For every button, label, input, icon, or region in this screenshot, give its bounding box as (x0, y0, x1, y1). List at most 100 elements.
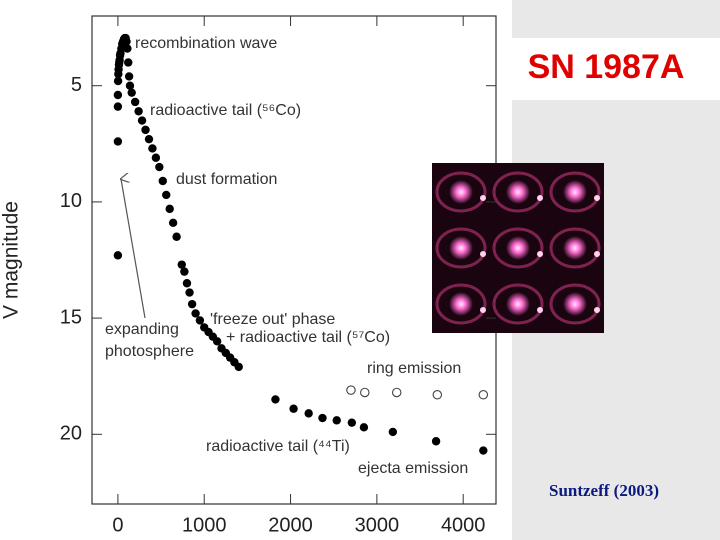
star (537, 251, 543, 257)
ring (492, 171, 544, 213)
data-point (347, 418, 357, 427)
core (506, 236, 530, 260)
data-point (185, 288, 194, 297)
data-point (479, 446, 488, 455)
data-point (122, 37, 131, 46)
annotation: expanding (105, 321, 179, 338)
data-point (123, 44, 132, 53)
data-point (130, 97, 140, 107)
star (594, 195, 600, 201)
y-tick-label: 20 (60, 423, 82, 445)
y-tick-label: 15 (60, 306, 82, 328)
data-point (165, 204, 174, 214)
ring (435, 283, 487, 325)
x-tick-label: 4000 (441, 514, 486, 536)
star (537, 307, 543, 313)
annotation: + radioactive tail (⁵⁷Co) (226, 329, 390, 346)
data-point (212, 337, 222, 346)
data-point (168, 218, 178, 228)
star (480, 307, 486, 313)
star (537, 195, 543, 201)
data-point (289, 404, 298, 413)
core (506, 292, 530, 316)
data-point (124, 58, 133, 67)
ring (549, 171, 601, 213)
core (449, 236, 473, 260)
data-point (155, 162, 164, 172)
data-point (134, 107, 143, 116)
annotation: dust formation (176, 171, 277, 188)
data-point (124, 72, 134, 81)
ring (435, 227, 487, 269)
sn-image (432, 163, 604, 333)
annotation: 'freeze out' phase (210, 311, 335, 328)
ring (492, 283, 544, 325)
data-point (113, 90, 123, 100)
ring (549, 283, 601, 325)
core (563, 180, 587, 204)
star (594, 307, 600, 313)
ring (435, 171, 487, 213)
core (506, 180, 530, 204)
y-tick-label: 5 (71, 74, 82, 96)
data-point (304, 409, 313, 418)
data-point (431, 437, 441, 446)
data-point (360, 387, 370, 398)
data-point (388, 427, 398, 437)
core (449, 292, 473, 316)
ring (549, 227, 601, 269)
y-tick-label: 10 (60, 190, 82, 212)
arrow (121, 179, 146, 319)
data-point (271, 395, 280, 404)
data-point (432, 390, 443, 400)
star (480, 195, 486, 201)
data-point (113, 251, 123, 260)
credit: Suntzeff (2003) (549, 481, 659, 500)
data-point (177, 260, 186, 269)
core (563, 236, 587, 260)
data-point (137, 116, 147, 125)
x-tick-label: 3000 (355, 514, 400, 536)
data-point (346, 385, 356, 395)
annotation: recombination wave (135, 35, 277, 52)
data-point (180, 267, 189, 276)
annotation: radioactive tail (⁵⁶Co) (150, 102, 301, 119)
data-point (191, 309, 200, 318)
data-point (158, 176, 167, 186)
title-box (512, 38, 720, 100)
ring (492, 227, 544, 269)
x-tick-label: 0 (112, 514, 123, 536)
data-point (141, 125, 150, 135)
annotation: photosphere (105, 343, 194, 360)
x-tick-label: 2000 (268, 514, 313, 536)
data-point (113, 137, 123, 146)
x-tick-label: 1000 (182, 514, 227, 536)
data-point (151, 153, 161, 162)
data-point (125, 81, 135, 90)
y-axis-label: V magnitude (0, 201, 23, 319)
core (563, 292, 587, 316)
data-point (113, 102, 123, 111)
data-point (359, 423, 369, 432)
data-point (148, 144, 157, 153)
data-point (318, 413, 327, 423)
star (594, 251, 600, 257)
data-point (144, 134, 154, 144)
data-point (113, 76, 123, 86)
data-point (234, 362, 243, 372)
star (480, 251, 486, 257)
annotation: radioactive tail (⁴⁴Ti) (206, 438, 350, 455)
data-point (391, 387, 402, 398)
data-point (332, 416, 341, 425)
data-point (195, 316, 205, 325)
slide-title: SN 1987A (528, 48, 685, 86)
data-point (162, 190, 171, 200)
data-point (478, 390, 489, 400)
data-point (182, 279, 192, 288)
core (449, 180, 473, 204)
data-point (172, 232, 181, 241)
annotation: ejecta emission (358, 460, 468, 477)
data-point (187, 299, 197, 309)
